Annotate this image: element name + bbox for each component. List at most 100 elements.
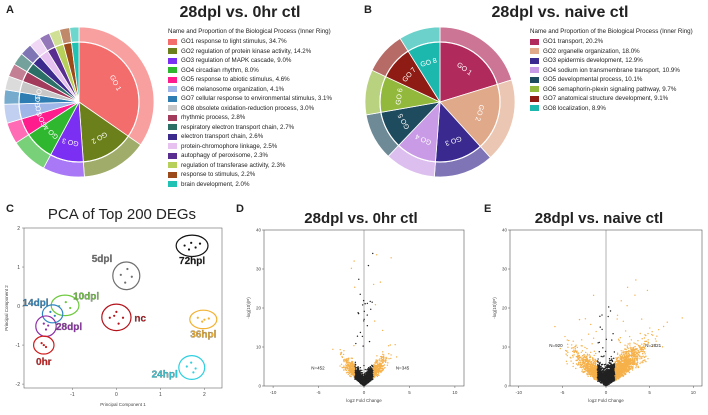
pie-a-legend-swatch (168, 67, 177, 74)
pie-a-legend-label: response to stimulus, 2.2% (181, 171, 256, 179)
legend-a: GO1 response to light stimulus, 34.7% GO2… (168, 37, 332, 189)
pie-a-legend-swatch (168, 86, 177, 93)
pie-b-legend-label: GO1 transport, 20.2% (543, 38, 604, 46)
pie-b-legend-item: GO8 localization, 8.9% (530, 104, 680, 114)
pie-a-legend-label: GO6 melanosome organization, 4.1% (181, 85, 285, 93)
pca-point-72hpl (183, 244, 186, 247)
pca-y-tick: 2 (17, 226, 20, 232)
pie-a-legend-item: regulation of transferase activity, 2.3% (168, 161, 332, 171)
pca-x-axis-label: Principal Component 1 (100, 402, 146, 407)
pie-b-slice-label-8: GO 8 (420, 57, 438, 68)
pca-point-nc (115, 310, 118, 314)
pca-point-0hr (40, 342, 43, 345)
pca-point-0hr (42, 343, 45, 347)
volcano-e-y-tick: 30 (502, 267, 508, 272)
pie-a-legend-swatch (168, 95, 177, 102)
pie-a-legend-item: electron transport chain, 2.6% (168, 132, 332, 142)
pie-a-legend-swatch (168, 181, 177, 188)
pie-a-legend-item: GO7 cellular response to environmental s… (168, 94, 332, 104)
pie-a-legend-item: respiratory electron transport chain, 2.… (168, 123, 332, 133)
pie-a-legend-swatch (168, 133, 177, 140)
legend-title-a: Name and Proportion of the Biological Pr… (168, 28, 331, 35)
pca-point-5dpl (119, 273, 122, 276)
pie-a-legend-label: GO8 obsolete oxidation-reduction process… (181, 104, 315, 112)
pie-a-legend-swatch (168, 48, 177, 55)
pie-a-outer-slice-16 (69, 26, 80, 43)
pie-a-legend-label: GO1 response to light stimulus, 34.7% (181, 38, 287, 46)
legend-b: GO1 transport, 20.2% GO2 organelle organi… (530, 37, 680, 113)
pie-b-legend-item: GO5 developmental process, 10.1% (530, 75, 680, 85)
pca-point-72hpl (190, 241, 193, 244)
pca-point-72hpl (194, 246, 197, 249)
pca-group-label-0hr: 0hr (36, 357, 52, 368)
pie-b-legend-swatch (530, 48, 539, 55)
pie-a-legend-item: brain development, 2.0% (168, 180, 332, 190)
pie-b-legend-item: GO7 anatomical structure development, 9.… (530, 94, 680, 104)
pca-plot: -1 0 1 2 -2 -1 0 1 2 Principal Component 1 Princip… (4, 226, 223, 407)
volcano-d-x-tick: 5 (408, 390, 411, 395)
pie-a-legend-swatch (168, 105, 177, 112)
volcano-e-y-tick: 40 (502, 228, 508, 233)
volcano-e-x-tick: 0 (605, 390, 608, 395)
volcano-d-count-label-1: N=452 (311, 366, 325, 371)
pca-group-ellipse-5dpl (112, 261, 141, 291)
pca-point-10dpl (69, 306, 72, 310)
pie-b-legend-swatch (530, 57, 539, 64)
volcano-plot-d: -10 -5 0 5 10 0 10 20 30 40 log2 Fold Change -log(1… (246, 228, 465, 403)
pca-group-ellipse-0hr (32, 335, 55, 355)
pca-point-28dpl (47, 324, 50, 327)
pca-group-ellipse-14dpl (41, 304, 64, 324)
pca-point-24hpl (185, 365, 188, 368)
pie-a-legend-swatch (168, 152, 177, 159)
pca-point-14dpl (53, 314, 56, 317)
pie-b-legend-label: GO3 epidermis development, 12.9% (543, 57, 643, 65)
pca-point-24hpl (190, 361, 193, 364)
pca-group-ellipse-28dpl (35, 315, 57, 338)
pca-y-tick: -1 (16, 343, 21, 349)
legend-title-b: Name and Proportion of the Biological Pr… (530, 28, 693, 35)
pca-group-label-72hpl: 72hpl (179, 256, 205, 267)
pca-point-36hpl (207, 317, 210, 320)
volcano-d-y-tick: 30 (256, 267, 262, 272)
pie-a-legend-item: GO1 response to light stimulus, 34.7% (168, 37, 332, 47)
pca-group-label-10dpl: 10dpl (73, 291, 99, 302)
pie-a-legend-label: GO2 regulation of protein kinase activit… (181, 47, 312, 55)
pca-point-72hpl (198, 242, 202, 245)
pca-point-5dpl (124, 281, 127, 284)
pie-b-legend-swatch (530, 105, 539, 112)
pie-a-legend-swatch (168, 171, 177, 178)
pie-b-legend-swatch (530, 38, 539, 45)
pca-x-tick: 1 (159, 392, 162, 398)
pca-group-label-14dpl: 14dpl (22, 298, 48, 309)
pca-point-36hpl (196, 316, 199, 319)
pie-a-legend-label: brain development, 2.0% (181, 180, 250, 188)
pca-group-ellipse-72hpl (175, 234, 209, 258)
pca-y-axis-label: Principal Component 2 (4, 285, 9, 331)
pca-y-tick: 0 (17, 304, 20, 310)
pie-a-legend-item: GO3 regulation of MAPK cascade, 9.0% (168, 56, 332, 66)
pie-a-legend-item: GO6 melanosome organization, 4.1% (168, 85, 332, 95)
pca-point-10dpl (64, 301, 67, 304)
pca-point-5dpl (130, 275, 133, 278)
volcano-d-x-tick: 10 (452, 390, 458, 395)
volcano-e-y-axis-label: -log(10)(P) (492, 297, 497, 319)
volcano-d-x-axis-label: log2 Fold Change (346, 398, 382, 403)
pie-a-slice-label-7: GO 7 (35, 91, 43, 108)
pie-b-legend-label: GO2 organelle organization, 18.0% (543, 47, 640, 55)
volcano-e-x-axis-label: log2 Fold Change (588, 398, 624, 403)
pie-a-legend-item: GO5 response to abiotic stimulus, 4.6% (168, 75, 332, 85)
pie-b-legend-item: GO6 semaphorin-plexin signaling pathway,… (530, 85, 680, 95)
pie-a-legend-label: protein-chromophore linkage, 2.5% (181, 142, 278, 150)
pca-point-nc (108, 316, 111, 319)
pie-a-legend-item: rhythmic process, 2.8% (168, 113, 332, 123)
pca-point-nc (113, 314, 116, 317)
pie-a-legend-item: protein-chromophore linkage, 2.5% (168, 142, 332, 152)
pie-b-legend-swatch (530, 86, 539, 93)
pca-group-ellipse-24hpl (178, 355, 206, 380)
pie-a-legend-item: GO4 circadian rhythm, 8.0% (168, 66, 332, 76)
volcano-d-y-tick: 10 (256, 345, 262, 350)
pie-a-legend-swatch (168, 143, 177, 150)
volcano-plot-e: -10 -5 0 5 10 0 10 20 30 40 log2 Fold Change -log(1… (492, 228, 703, 403)
panel-c-title: PCA of Top 200 DEGs (47, 206, 197, 223)
pie-b-legend-label: GO7 anatomical structure development, 9.… (543, 95, 669, 103)
